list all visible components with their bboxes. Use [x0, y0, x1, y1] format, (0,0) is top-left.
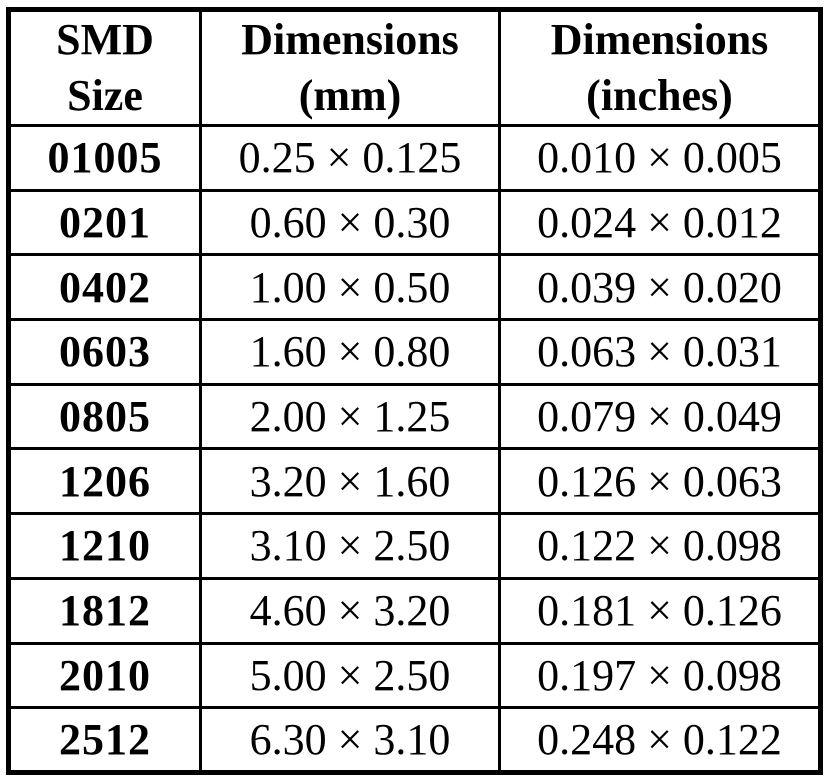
size-cell: 01005 — [7, 124, 202, 192]
size-cell: 0201 — [7, 188, 202, 257]
size-cell: 1206 — [7, 447, 202, 516]
header-smd-size-line1: SMD — [56, 15, 154, 64]
size-cell: 0603 — [7, 318, 202, 386]
mm-cell: 0.25 × 0.125 — [199, 124, 501, 192]
header-dimensions-inches: Dimensions (inches) — [498, 8, 822, 127]
table-row: 0402 1.00 × 0.50 0.039 × 0.020 — [7, 253, 822, 322]
inches-cell: 0.039 × 0.020 — [498, 253, 822, 322]
inches-cell: 0.122 × 0.098 — [498, 512, 822, 580]
size-cell: 2010 — [7, 641, 202, 710]
size-cell: 2512 — [7, 706, 202, 774]
mm-cell: 6.30 × 3.10 — [199, 706, 501, 774]
table-row: 1206 3.20 × 1.60 0.126 × 0.063 — [7, 447, 822, 516]
inches-cell: 0.079 × 0.049 — [498, 382, 822, 451]
header-dimensions-mm-line2: (mm) — [298, 71, 402, 120]
size-cell: 1210 — [7, 512, 202, 580]
table-row: 01005 0.25 × 0.125 0.010 × 0.005 — [7, 124, 822, 192]
size-cell: 1812 — [7, 576, 202, 645]
mm-cell: 3.20 × 1.60 — [199, 447, 501, 516]
header-smd-size-line2: Size — [67, 71, 143, 120]
table-row: 2010 5.00 × 2.50 0.197 × 0.098 — [7, 641, 822, 710]
mm-cell: 1.00 × 0.50 — [199, 253, 501, 322]
table-row: 0603 1.60 × 0.80 0.063 × 0.031 — [7, 318, 822, 386]
header-dimensions-mm: Dimensions (mm) — [199, 8, 501, 127]
size-cell: 0805 — [7, 382, 202, 451]
header-dimensions-inches-line2: (inches) — [586, 71, 733, 120]
mm-cell: 5.00 × 2.50 — [199, 641, 501, 710]
inches-cell: 0.063 × 0.031 — [498, 318, 822, 386]
header-dimensions-inches-line1: Dimensions — [550, 15, 769, 64]
mm-cell: 2.00 × 1.25 — [199, 382, 501, 451]
table-row: 0201 0.60 × 0.30 0.024 × 0.012 — [7, 188, 822, 257]
inches-cell: 0.248 × 0.122 — [498, 706, 822, 774]
inches-cell: 0.024 × 0.012 — [498, 188, 822, 257]
inches-cell: 0.010 × 0.005 — [498, 124, 822, 192]
inches-cell: 0.181 × 0.126 — [498, 576, 822, 645]
inches-cell: 0.197 × 0.098 — [498, 641, 822, 710]
mm-cell: 3.10 × 2.50 — [199, 512, 501, 580]
header-row: SMD Size Dimensions (mm) Dimensions (inc… — [7, 8, 822, 127]
table-row: 1210 3.10 × 2.50 0.122 × 0.098 — [7, 512, 822, 580]
mm-cell: 0.60 × 0.30 — [199, 188, 501, 257]
header-dimensions-mm-line1: Dimensions — [241, 15, 459, 64]
mm-cell: 4.60 × 3.20 — [199, 576, 501, 645]
table-row: 2512 6.30 × 3.10 0.248 × 0.122 — [7, 706, 822, 774]
size-cell: 0402 — [7, 253, 202, 322]
inches-cell: 0.126 × 0.063 — [498, 447, 822, 516]
table-row: 1812 4.60 × 3.20 0.181 × 0.126 — [7, 576, 822, 645]
header-smd-size: SMD Size — [7, 8, 202, 127]
smd-size-table: SMD Size Dimensions (mm) Dimensions (inc… — [6, 7, 823, 775]
table-row: 0805 2.00 × 1.25 0.079 × 0.049 — [7, 382, 822, 451]
mm-cell: 1.60 × 0.80 — [199, 318, 501, 386]
